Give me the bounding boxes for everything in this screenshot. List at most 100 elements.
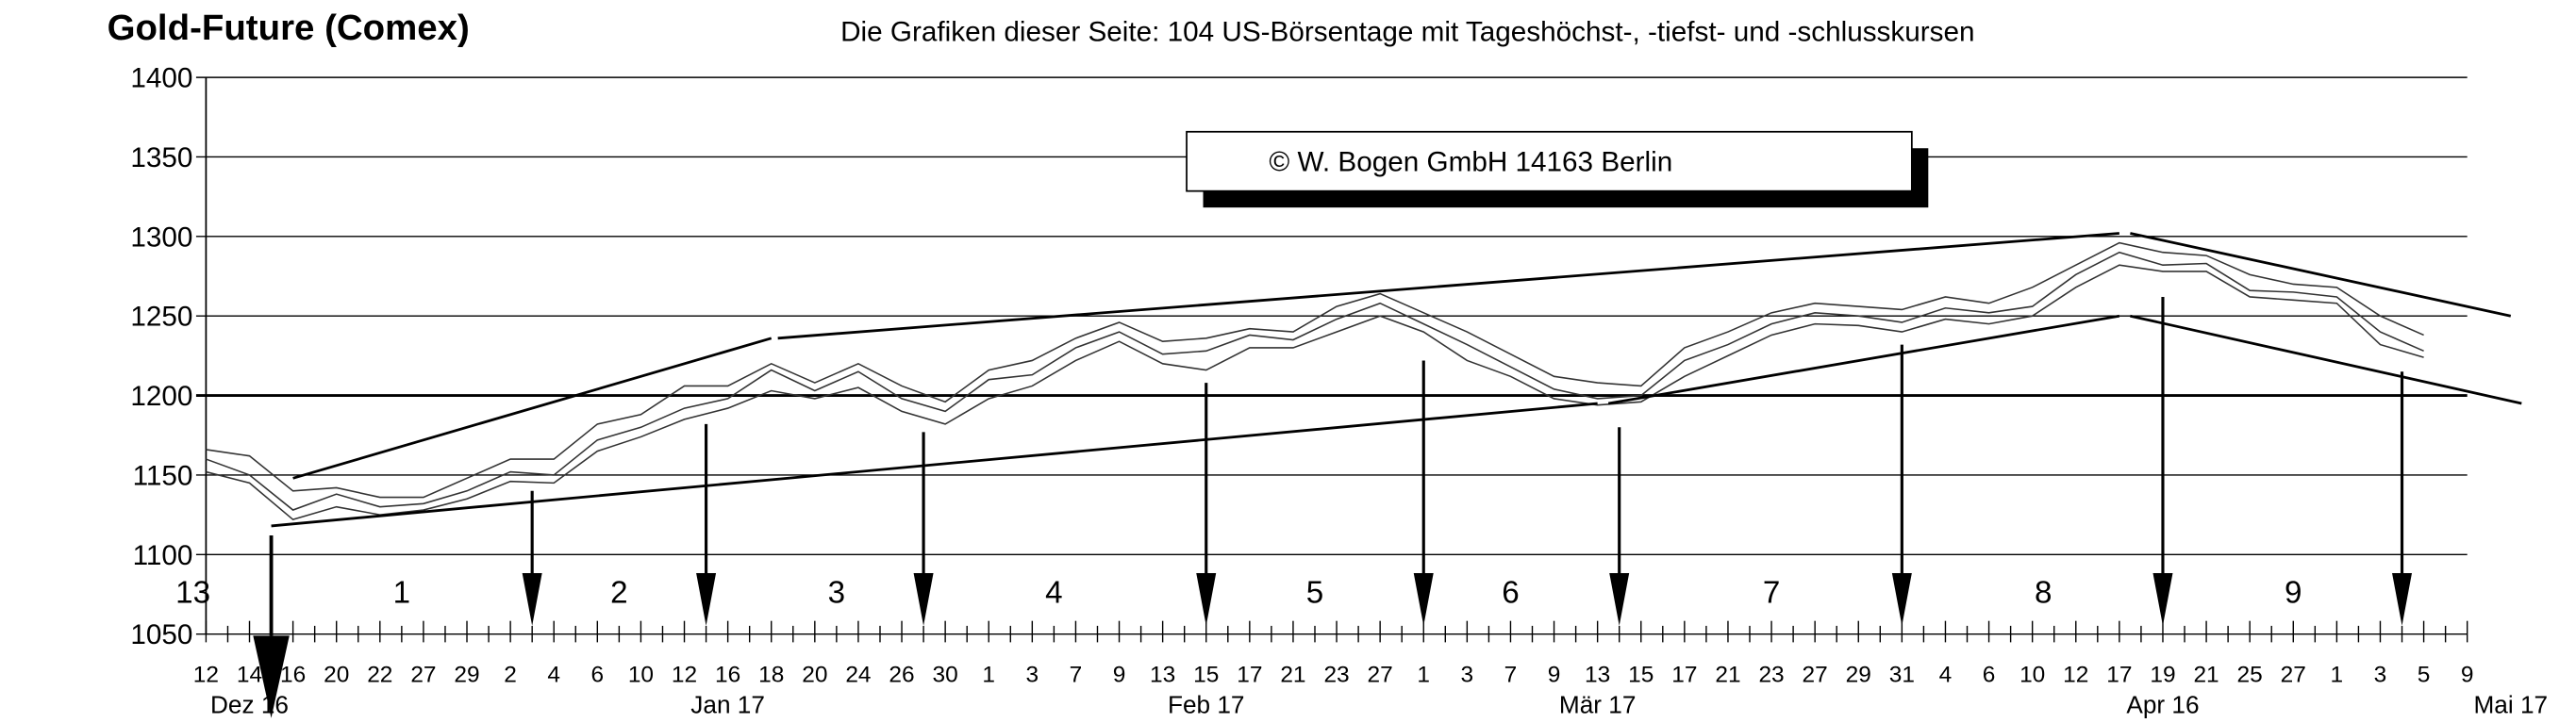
month-label: Mai 17 bbox=[2473, 691, 2548, 719]
x-tick-label: 16 bbox=[715, 662, 740, 687]
x-tick-label: 9 bbox=[1548, 662, 1561, 687]
y-tick-label: 1150 bbox=[133, 460, 193, 491]
x-tick-label: 9 bbox=[1113, 662, 1126, 687]
x-tick-label: 29 bbox=[1846, 662, 1871, 687]
x-tick-label: 12 bbox=[193, 662, 219, 687]
x-tick-label: 17 bbox=[1671, 662, 1697, 687]
x-tick-label: 7 bbox=[1504, 662, 1518, 687]
cycle-number: 13 bbox=[175, 575, 210, 610]
arrow-head bbox=[2152, 573, 2173, 626]
cycle-numbers: 13 1 2 3 4 5 6 7 8 9 bbox=[175, 575, 2302, 610]
x-tick-label: 23 bbox=[1758, 662, 1784, 687]
x-tick-label: 20 bbox=[802, 662, 827, 687]
arrow-head bbox=[522, 573, 542, 626]
x-tick-label: 15 bbox=[1628, 662, 1654, 687]
x-tick-label: 3 bbox=[1026, 662, 1039, 687]
x-tick-label: 21 bbox=[1715, 662, 1740, 687]
month-label: Mär 17 bbox=[1559, 691, 1637, 719]
x-tick-label: 23 bbox=[1323, 662, 1349, 687]
price-line-2 bbox=[206, 251, 2424, 511]
month-label: Jan 17 bbox=[690, 691, 765, 719]
x-tick-label: 1 bbox=[1417, 662, 1430, 687]
x-tick-label: 13 bbox=[1585, 662, 1610, 687]
x-tick-label: 26 bbox=[889, 662, 914, 687]
arrow-head bbox=[913, 573, 934, 626]
x-tick-label: 13 bbox=[1150, 662, 1175, 687]
trend-line bbox=[292, 337, 773, 480]
x-tick-label: 17 bbox=[2106, 662, 2132, 687]
y-tick-label: 1250 bbox=[130, 302, 192, 333]
y-tick-label: 1050 bbox=[130, 619, 192, 650]
chart-title: Gold-Future (Comex) bbox=[108, 8, 470, 48]
trend-line bbox=[777, 232, 2119, 340]
cycle-number: 2 bbox=[610, 575, 627, 610]
x-tick-label: 16 bbox=[280, 662, 306, 687]
month-label: Feb 17 bbox=[1168, 691, 1245, 719]
x-tick-label: 1 bbox=[2331, 662, 2344, 687]
arrow-head bbox=[1609, 573, 1630, 626]
trend-line bbox=[2130, 314, 2522, 405]
x-tick-label: 10 bbox=[2019, 662, 2045, 687]
x-tick-label: 4 bbox=[1939, 662, 1953, 687]
cycle-number: 3 bbox=[828, 575, 845, 610]
x-tick-label: 25 bbox=[2237, 662, 2263, 687]
x-tick-label: 7 bbox=[1070, 662, 1083, 687]
x-tick-label: 3 bbox=[1461, 662, 1474, 687]
x-tick-label: 18 bbox=[758, 662, 784, 687]
x-tick-label: 15 bbox=[1193, 662, 1219, 687]
x-tick-label: 17 bbox=[1237, 662, 1262, 687]
cycle-number: 9 bbox=[2285, 575, 2302, 610]
x-tick-label: 10 bbox=[628, 662, 654, 687]
arrow-head bbox=[1196, 573, 1217, 626]
x-axis: 12 14 16 20 22 27 29 2 4 6 10 12 16 18 20 24 26 30 1 3 7 9 13 1… bbox=[193, 620, 2548, 719]
x-tick-label: 29 bbox=[454, 662, 479, 687]
arrow-head bbox=[253, 635, 290, 718]
copyright-box: © W. Bogen GmbH 14163 Berlin bbox=[1186, 130, 1929, 208]
trend-line bbox=[2130, 232, 2512, 318]
x-tick-label: 31 bbox=[1889, 662, 1915, 687]
x-tick-label: 1 bbox=[982, 662, 995, 687]
trend-lines bbox=[271, 232, 2522, 528]
copyright-text: © W. Bogen GmbH 14163 Berlin bbox=[1269, 147, 1672, 178]
x-tick-label: 30 bbox=[933, 662, 958, 687]
x-tick-label: 22 bbox=[367, 662, 392, 687]
x-tick-label: 4 bbox=[547, 662, 560, 687]
price-series bbox=[206, 241, 2424, 521]
arrow-head bbox=[2392, 573, 2413, 626]
y-tick-label: 1350 bbox=[130, 142, 192, 173]
x-tick-label: 24 bbox=[845, 662, 871, 687]
arrow-head bbox=[696, 573, 717, 626]
x-tick-label: 20 bbox=[324, 662, 349, 687]
x-tick-label: 9 bbox=[2461, 662, 2474, 687]
x-tick-label: 21 bbox=[2193, 662, 2219, 687]
x-tick-label: 27 bbox=[410, 662, 436, 687]
x-tick-label: 12 bbox=[672, 662, 697, 687]
month-label: Dez 16 bbox=[210, 691, 289, 719]
copyright-frame bbox=[1186, 130, 1913, 192]
cycle-number: 7 bbox=[1763, 575, 1780, 610]
trend-line bbox=[271, 402, 1598, 528]
x-tick-label: 3 bbox=[2374, 662, 2387, 687]
price-line-0 bbox=[206, 241, 2424, 499]
price-line-1 bbox=[206, 264, 2424, 521]
x-tick-label: 14 bbox=[237, 662, 262, 687]
cycle-number: 8 bbox=[2035, 575, 2052, 610]
x-tick-label: 27 bbox=[1803, 662, 1828, 687]
x-tick-label: 21 bbox=[1280, 662, 1305, 687]
trend-line bbox=[1607, 314, 2120, 405]
x-tick-label: 19 bbox=[2150, 662, 2175, 687]
cycle-number: 5 bbox=[1306, 575, 1323, 610]
x-tick-label: 12 bbox=[2063, 662, 2088, 687]
month-label: Apr 16 bbox=[2126, 691, 2199, 719]
y-tick-label: 1100 bbox=[133, 540, 193, 571]
x-tick-label: 2 bbox=[504, 662, 517, 687]
cycle-arrows bbox=[253, 296, 2413, 718]
x-tick-label: 6 bbox=[591, 662, 605, 687]
x-tick-label: 27 bbox=[1368, 662, 1393, 687]
cycle-number: 6 bbox=[1502, 575, 1519, 610]
y-tick-label: 1300 bbox=[130, 222, 192, 253]
x-tick-label: 5 bbox=[2418, 662, 2431, 687]
arrow-head bbox=[1891, 573, 1912, 626]
chart-subtitle: Die Grafiken dieser Seite: 104 US-Börsen… bbox=[840, 17, 1974, 48]
